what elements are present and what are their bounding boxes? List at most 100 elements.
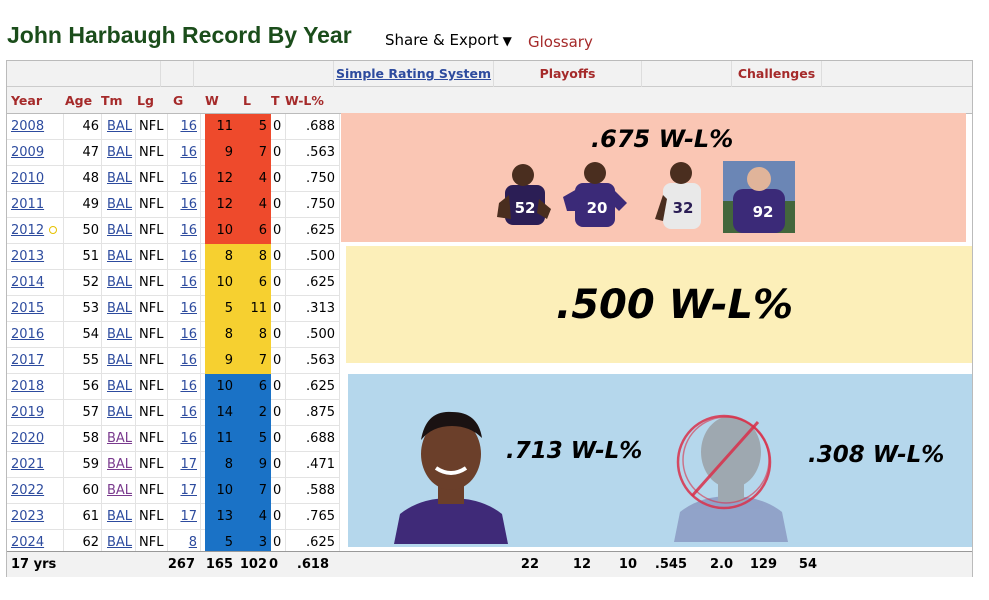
wins-cell: 8 xyxy=(224,457,233,472)
year-link[interactable]: 2021 xyxy=(11,457,45,472)
team-link[interactable]: BAL xyxy=(107,353,133,368)
losses-cell: 8 xyxy=(258,327,267,342)
games-link[interactable]: 17 xyxy=(180,509,197,524)
games-link[interactable]: 16 xyxy=(180,301,197,316)
table-row: 2023 61 BAL NFL 17 13 4 0 .765 xyxy=(7,504,340,530)
col-header-w[interactable]: W xyxy=(205,93,219,108)
year-link[interactable]: 2014 xyxy=(11,275,45,290)
col-header-l[interactable]: L xyxy=(243,93,251,108)
wl-pct-cell: .500 xyxy=(306,249,335,264)
share-export-button[interactable]: Share & Export ▼ xyxy=(385,31,512,49)
wins-cell: 9 xyxy=(224,145,233,160)
table-row: 2010 48 BAL NFL 16 12 4 0 .750 xyxy=(7,166,340,192)
wl-pct-cell: .765 xyxy=(306,509,335,524)
year-link[interactable]: 2024 xyxy=(11,535,45,550)
games-link[interactable]: 16 xyxy=(180,353,197,368)
losses-cell: 6 xyxy=(258,275,267,290)
year-link[interactable]: 2009 xyxy=(11,145,45,160)
table-row: 2019 57 BAL NFL 16 14 2 0 .875 xyxy=(7,400,340,426)
wins-cell: 9 xyxy=(224,353,233,368)
team-link[interactable]: BAL xyxy=(107,171,133,186)
team-link[interactable]: BAL xyxy=(107,509,133,524)
srs-group-link[interactable]: Simple Rating System xyxy=(334,61,494,87)
team-link[interactable]: BAL xyxy=(107,223,133,238)
games-link[interactable]: 17 xyxy=(180,483,197,498)
games-link[interactable]: 16 xyxy=(180,379,197,394)
wl-pct-cell: .875 xyxy=(306,405,335,420)
year-link[interactable]: 2019 xyxy=(11,405,45,420)
league-cell: NFL xyxy=(139,197,164,212)
losses-cell: 2 xyxy=(258,405,267,420)
games-link[interactable]: 16 xyxy=(180,119,197,134)
wl-pct-cell: .563 xyxy=(306,145,335,160)
col-header-age[interactable]: Age xyxy=(65,93,93,108)
year-link[interactable]: 2020 xyxy=(11,431,45,446)
year-link[interactable]: 2012 xyxy=(11,223,45,238)
games-link[interactable]: 16 xyxy=(180,197,197,212)
col-header-wl-pct[interactable]: W-L% xyxy=(285,93,324,108)
games-link[interactable]: 16 xyxy=(180,223,197,238)
games-link[interactable]: 16 xyxy=(180,405,197,420)
losses-highlight xyxy=(237,192,271,218)
team-link[interactable]: BAL xyxy=(107,379,133,394)
totals-playoff-stat: .545 xyxy=(654,557,687,572)
table-row: 2013 51 BAL NFL 16 8 8 0.500 xyxy=(7,244,340,270)
col-header-t[interactable]: T xyxy=(271,93,280,108)
year-link[interactable]: 2010 xyxy=(11,171,45,186)
league-cell: NFL xyxy=(139,483,164,498)
team-link[interactable]: BAL xyxy=(107,457,133,472)
age-cell: 50 xyxy=(82,223,99,238)
team-link[interactable]: BAL xyxy=(107,197,133,212)
col-header-g[interactable]: G xyxy=(173,93,184,108)
team-link[interactable]: BAL xyxy=(107,249,133,264)
losses-highlight xyxy=(237,374,271,400)
losses-highlight xyxy=(237,140,271,166)
year-link[interactable]: 2011 xyxy=(11,197,45,212)
col-header-lg[interactable]: Lg xyxy=(137,93,154,108)
year-link[interactable]: 2015 xyxy=(11,301,45,316)
year-link[interactable]: 2022 xyxy=(11,483,45,498)
year-link[interactable]: 2018 xyxy=(11,379,45,394)
games-link[interactable]: 16 xyxy=(180,431,197,446)
year-link[interactable]: 2016 xyxy=(11,327,45,342)
team-link[interactable]: BAL xyxy=(107,145,133,160)
team-link[interactable]: BAL xyxy=(107,301,133,316)
age-cell: 49 xyxy=(82,197,99,212)
ties-cell: 0 xyxy=(273,379,282,394)
team-link[interactable]: BAL xyxy=(107,275,133,290)
league-cell: NFL xyxy=(139,119,164,134)
col-header-tm[interactable]: Tm xyxy=(101,93,123,108)
totals-t: 0 xyxy=(269,557,279,572)
games-link[interactable]: 17 xyxy=(180,457,197,472)
games-link[interactable]: 16 xyxy=(180,171,197,186)
wins-highlight xyxy=(205,322,237,348)
wins-cell: 5 xyxy=(224,301,233,316)
wins-cell: 8 xyxy=(224,327,233,342)
losses-cell: 7 xyxy=(258,483,267,498)
year-link[interactable]: 2017 xyxy=(11,353,45,368)
team-link[interactable]: BAL xyxy=(107,119,133,134)
team-link[interactable]: BAL xyxy=(107,483,133,498)
league-cell: NFL xyxy=(139,223,164,238)
col-header-year[interactable]: Year xyxy=(11,93,42,108)
games-link[interactable]: 8 xyxy=(188,535,197,550)
games-link[interactable]: 16 xyxy=(180,249,197,264)
games-link[interactable]: 16 xyxy=(180,145,197,160)
table-row: 2016 54 BAL NFL 16 8 8 0.500 xyxy=(7,322,340,348)
year-link[interactable]: 2013 xyxy=(11,249,45,264)
totals-playoff-stat: 22 xyxy=(520,557,539,572)
over-header-blank xyxy=(7,61,161,87)
team-link[interactable]: BAL xyxy=(107,535,133,550)
glossary-link[interactable]: Glossary xyxy=(528,33,593,51)
year-link[interactable]: 2023 xyxy=(11,509,45,524)
games-link[interactable]: 16 xyxy=(180,275,197,290)
wl-pct-cell: .625 xyxy=(306,379,335,394)
losses-highlight xyxy=(237,114,271,140)
team-link[interactable]: BAL xyxy=(107,327,133,342)
team-link[interactable]: BAL xyxy=(107,431,133,446)
league-cell: NFL xyxy=(139,171,164,186)
team-link[interactable]: BAL xyxy=(107,405,133,420)
year-link[interactable]: 2008 xyxy=(11,119,45,134)
table-row: 2022 60 BAL NFL 17 10 7 0 .588 xyxy=(7,478,340,504)
games-link[interactable]: 16 xyxy=(180,327,197,342)
